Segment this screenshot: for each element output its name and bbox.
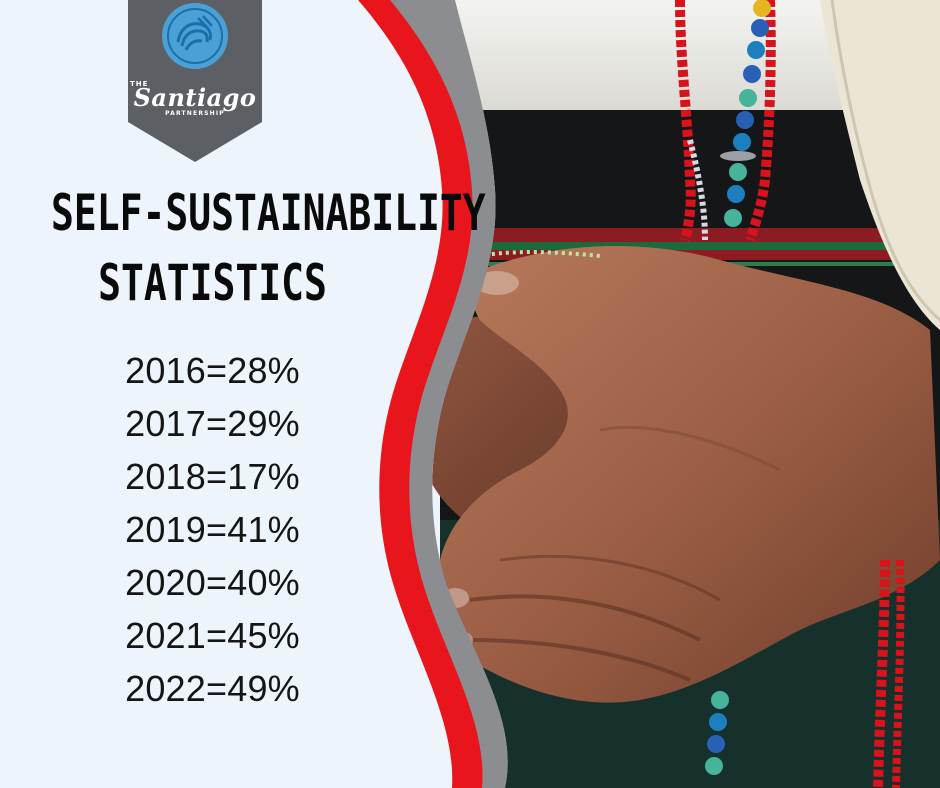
stat-item: 2017=29%: [125, 403, 300, 444]
hands-circle-icon: [162, 3, 228, 69]
headline: SELF-SUSTAINABILITY STATISTICS: [0, 178, 486, 318]
stat-item: 2019=41%: [125, 509, 300, 550]
stat-item: 2016=28%: [125, 350, 300, 391]
logo-subtitle: PARTNERSHIP: [165, 110, 225, 117]
logo-name: Santiago: [133, 83, 257, 112]
stat-item: 2018=17%: [125, 456, 300, 497]
beaded-necklace-icon: [705, 0, 771, 775]
stats-list: 2016=28% 2017=29% 2018=17% 2019=41% 2020…: [0, 344, 425, 715]
stat-item: 2021=45%: [125, 615, 300, 656]
logo-the: THE: [130, 80, 149, 88]
headline-line-1: SELF-SUSTAINABILITY: [51, 184, 486, 242]
stat-item: 2022=49%: [125, 668, 300, 709]
headline-line-2: STATISTICS: [98, 254, 327, 312]
logo-badge: [128, 0, 262, 162]
stat-item: 2020=40%: [125, 562, 300, 603]
